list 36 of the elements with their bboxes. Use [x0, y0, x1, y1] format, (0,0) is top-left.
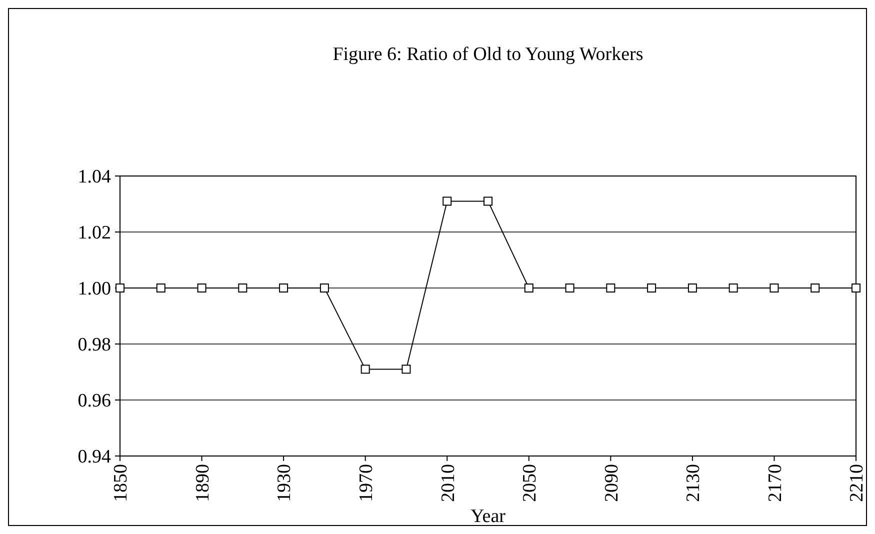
point [524, 284, 534, 292]
x-tick-label: 2130 [683, 464, 704, 502]
chart-title: Figure 6: Ratio of Old to Young Workers [332, 44, 644, 65]
point [810, 284, 820, 292]
x-tick-label: 1930 [274, 464, 296, 502]
y-tick-label: 1.04 [78, 166, 112, 188]
x-tick-label: 2170 [764, 464, 786, 502]
point [770, 284, 779, 292]
point [606, 284, 616, 292]
point [484, 196, 492, 206]
point [565, 284, 574, 292]
y-tick-label: 0.94 [78, 446, 112, 468]
y-tick-label: 0.98 [78, 334, 111, 356]
point [360, 364, 370, 374]
y-tick-label: 1.02 [78, 222, 111, 244]
point [688, 284, 697, 292]
point [197, 284, 206, 292]
x-tick-label: 1850 [110, 464, 132, 502]
point [320, 284, 329, 292]
x-tick-label: 2090 [601, 464, 622, 502]
x-tick-label: 1890 [192, 464, 214, 502]
point [279, 284, 288, 292]
point [156, 284, 166, 292]
point [238, 284, 248, 292]
point [647, 284, 656, 292]
y-tick-label: 1.00 [78, 278, 111, 300]
x-axis-title: Year [470, 506, 506, 527]
x-tick-label: 1970 [356, 464, 377, 502]
point [728, 284, 738, 292]
x-tick-label: 2210 [846, 464, 868, 502]
point [402, 364, 411, 374]
x-tick-label: 2050 [520, 464, 541, 502]
point [442, 196, 452, 206]
y-tick-label: 0.96 [78, 390, 111, 412]
point [852, 284, 860, 292]
x-tick-label: 2010 [438, 464, 459, 502]
